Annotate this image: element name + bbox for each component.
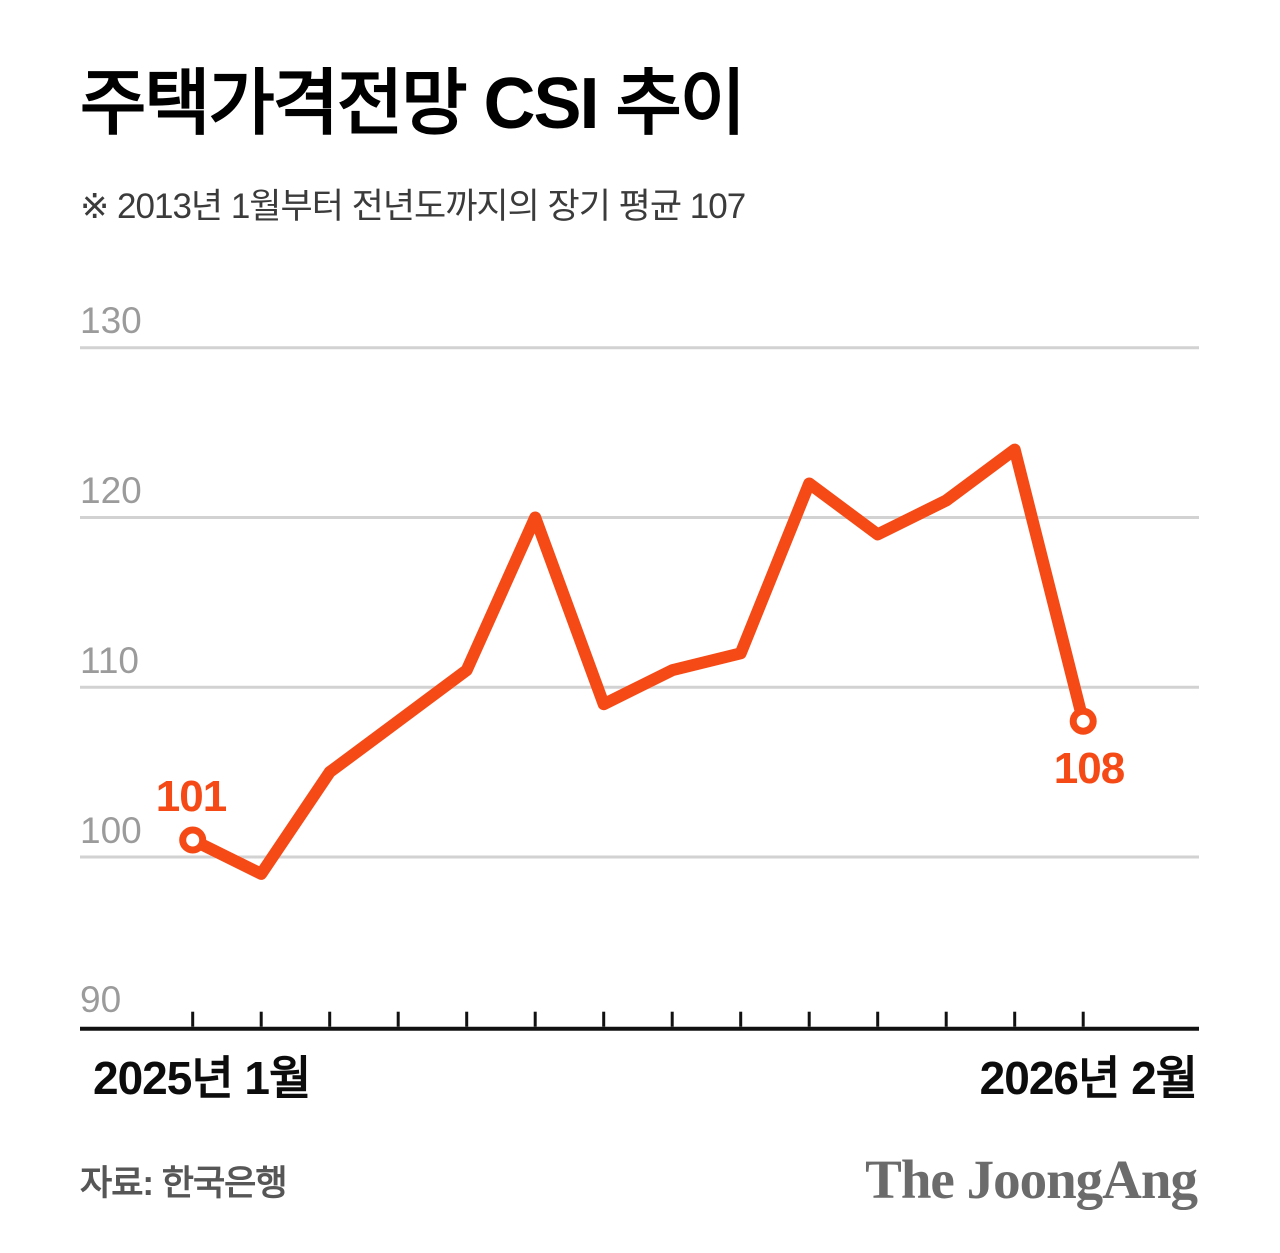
csi-series-line [186,443,1090,880]
y-axis-tick-120: 120 [80,470,142,511]
source-credit: 자료: 한국은행 [80,1164,288,1203]
x-axis-label-first: 2025년 1월 [93,1052,311,1104]
chart-note: ※ 2013년 1월부터 전년도까지의 장기 평균 107 [80,187,746,226]
end-value-label: 108 [1053,744,1125,793]
end-point-marker [1069,707,1097,735]
y-axis-tick-110: 110 [80,640,139,681]
y-axis-tick-130: 130 [80,300,142,341]
page-title: 주택가격전망 CSI 추이 [80,64,746,144]
start-value-label: 101 [155,772,227,821]
y-axis-tick-90: 90 [80,979,122,1020]
joongang-logo: The JoongAng [865,1149,1198,1210]
y-axis-tick-100: 100 [80,810,142,851]
x-axis-label-last: 2026년 2월 [979,1052,1198,1104]
start-point-marker [179,826,207,854]
